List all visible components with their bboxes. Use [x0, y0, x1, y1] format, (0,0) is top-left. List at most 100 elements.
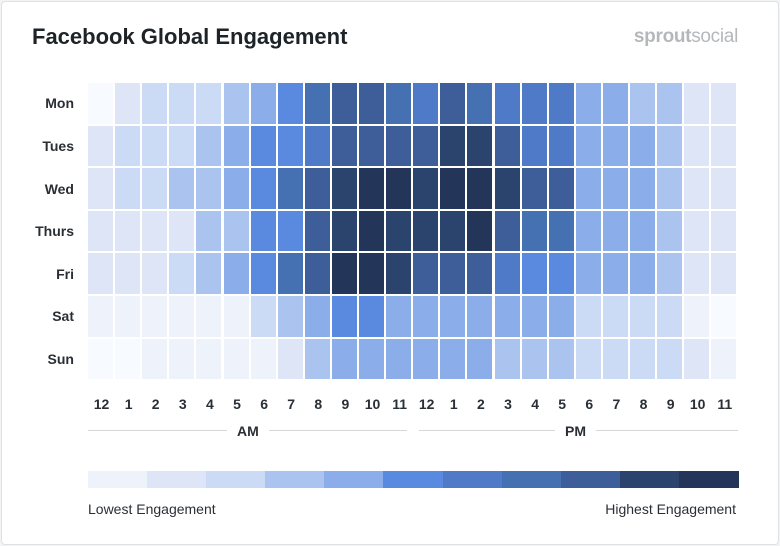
- heatmap-cell: [359, 210, 385, 252]
- row-label-sat: Sat: [52, 308, 74, 325]
- heatmap-cell: [331, 253, 357, 294]
- heatmap-cell: [494, 296, 520, 337]
- hour-label: 5: [558, 396, 567, 412]
- heatmap-cell: [575, 338, 601, 380]
- heatmap-cell: [602, 83, 628, 124]
- heatmap-cell: [304, 210, 330, 252]
- heatmap-cell: [115, 338, 141, 380]
- heatmap-cell: [169, 210, 195, 252]
- heatmap-cell: [386, 253, 412, 294]
- heatmap-cell: [115, 253, 141, 294]
- legend-swatch: [501, 471, 562, 488]
- hour-label: 3: [178, 396, 187, 412]
- heatmap-cell: [548, 338, 574, 380]
- heatmap-cell: [711, 296, 737, 337]
- heatmap-cell: [88, 338, 114, 380]
- hour-label: 11: [717, 396, 733, 412]
- heatmap-cell: [142, 253, 168, 294]
- hour-label: 8: [314, 396, 323, 412]
- heatmap-cell: [331, 125, 357, 167]
- heatmap-cell: [88, 83, 114, 124]
- heatmap-cell: [494, 210, 520, 252]
- heatmap-cell: [657, 296, 683, 337]
- heatmap-cell: [711, 253, 737, 294]
- heatmap-cell: [440, 210, 466, 252]
- legend-swatch: [206, 471, 267, 488]
- heatmap-cell: [548, 210, 574, 252]
- heatmap-cell: [575, 296, 601, 337]
- hour-label: 4: [205, 396, 214, 412]
- heatmap-cell: [250, 338, 276, 380]
- heatmap-cell: [169, 296, 195, 337]
- hour-label: 12: [93, 396, 110, 412]
- heatmap-cell: [548, 168, 574, 209]
- heatmap-cell: [250, 125, 276, 167]
- heatmap-cell: [630, 296, 656, 337]
- heatmap-cell: [711, 210, 737, 252]
- heatmap-cell: [223, 210, 249, 252]
- hour-label: 5: [233, 396, 241, 412]
- heatmap-cell: [304, 338, 330, 380]
- hour-label: 12: [418, 396, 435, 412]
- heatmap-cell: [521, 296, 547, 337]
- heatmap-cell: [115, 168, 141, 209]
- heatmap-cell: [575, 168, 601, 209]
- heatmap-cell: [630, 253, 656, 294]
- heatmap-cell: [331, 338, 357, 380]
- heatmap-cell: [277, 253, 303, 294]
- heatmap-cell: [115, 210, 141, 252]
- heatmap-cell: [630, 83, 656, 124]
- heatmap-cell: [277, 125, 303, 167]
- heatmap-cell: [196, 253, 222, 294]
- legend-swatch: [383, 471, 444, 488]
- legend-high-label: Highest Engagement: [605, 501, 736, 517]
- heatmap-cell: [386, 338, 412, 380]
- heatmap-cell: [223, 338, 249, 380]
- hour-label: 6: [585, 396, 594, 412]
- heatmap-cell: [169, 83, 195, 124]
- heatmap-cell: [467, 83, 493, 124]
- heatmap-cell: [304, 253, 330, 294]
- heatmap-cell: [223, 168, 249, 209]
- heatmap-cell: [657, 168, 683, 209]
- heatmap-cell: [196, 83, 222, 124]
- heatmap-cell: [169, 125, 195, 167]
- heatmap-cell: [602, 168, 628, 209]
- heatmap-cell: [684, 168, 710, 209]
- heatmap-cell: [413, 83, 439, 124]
- heatmap-cell: [711, 125, 737, 167]
- heatmap-cell: [467, 210, 493, 252]
- heatmap-cell: [684, 83, 710, 124]
- hour-label: 2: [151, 396, 160, 412]
- heatmap-cell: [223, 83, 249, 124]
- heatmap-cell: [386, 83, 412, 124]
- legend-swatch: [619, 471, 680, 488]
- heatmap-cell: [575, 210, 601, 252]
- heatmap-cell: [575, 83, 601, 124]
- heatmap-cell: [602, 296, 628, 337]
- heatmap-cell: [142, 83, 168, 124]
- heatmap-cell: [88, 253, 114, 294]
- heatmap-cell: [521, 125, 547, 167]
- heatmap-cell: [115, 83, 141, 124]
- legend-swatch: [678, 471, 739, 488]
- heatmap-cell: [630, 125, 656, 167]
- heatmap-cell: [440, 253, 466, 294]
- heatmap-cell: [196, 338, 222, 380]
- heatmap-cell: [548, 253, 574, 294]
- heatmap-cell: [359, 296, 385, 337]
- heatmap-cell: [223, 296, 249, 337]
- heatmap-cell: [250, 83, 276, 124]
- heatmap-cell: [223, 125, 249, 167]
- heatmap-cell: [413, 338, 439, 380]
- heatmap-cell: [602, 253, 628, 294]
- heatmap-cell: [331, 168, 357, 209]
- hour-label: 10: [364, 396, 381, 412]
- heatmap-cell: [711, 168, 737, 209]
- heatmap-cell: [196, 168, 222, 209]
- heatmap-cell: [142, 125, 168, 167]
- heatmap-cell: [142, 338, 168, 380]
- heatmap-cell: [467, 296, 493, 337]
- hour-label: 9: [341, 396, 350, 412]
- chart-title: Facebook Global Engagement: [32, 24, 348, 49]
